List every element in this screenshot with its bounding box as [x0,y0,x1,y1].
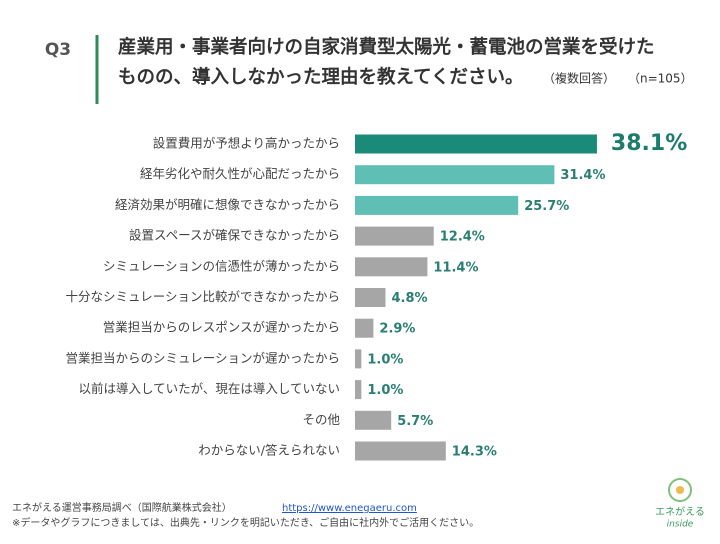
category-label: 経済効果が明確に想像できなかったから [115,197,340,212]
value-label: 4.8% [391,291,427,306]
value-label: 1.0% [367,352,403,367]
logo-icon [676,486,684,494]
logo-tag: inside [667,520,694,530]
footer-note: ※データやグラフにつきましては、出典先・リンクを明記いただき、ご自由に社内外でご… [12,516,479,529]
bar [355,318,374,338]
category-label: 十分なシミュレーション比較ができなかったから [65,289,340,304]
bar [355,195,519,215]
value-label: 11.4% [433,260,478,275]
footer-link[interactable]: https://www.enegaeru.com [282,503,417,514]
value-label: 1.0% [367,383,403,398]
value-label: 38.1% [611,131,687,156]
bar [355,257,428,277]
category-label: シミュレーションの信憑性が薄かったから [103,258,340,273]
bar [355,134,597,154]
category-label: わからない/答えられない [198,443,340,458]
bar [355,349,362,369]
category-label: 経年劣化や耐久性が心配だったから [140,166,340,181]
value-label: 31.4% [560,168,605,183]
footer-source: エネがえる運営事務局調べ（国際航業株式会社） [12,501,232,514]
category-label: 以前は導入していたが、現在は導入していない [78,381,340,396]
logo-icon [668,478,692,502]
bar [355,410,392,430]
category-label: 営業担当からのレスポンスが遅かったから [103,320,340,335]
chart-title: 産業用・事業者向けの自家消費型太陽光・蓄電池の営業を受けた [118,36,655,58]
bar [355,288,386,307]
value-label: 25.7% [524,199,569,214]
chart-title: ものの、導入しなかった理由を教えてください。 [118,66,524,88]
category-label: 営業担当からのシミュレーションが遅かったから [65,350,340,365]
category-label: 設置費用が予想より高かったから [153,136,340,151]
value-label: 14.3% [452,445,497,460]
question-label: Q3 [45,40,71,60]
bar [355,441,446,461]
category-label: その他 [302,412,340,427]
chart-subtitle: （n=105） [628,72,693,86]
value-label: 12.4% [440,230,485,245]
value-label: 2.9% [379,322,415,337]
category-label: 設置スペースが確保できなかったから [129,228,340,243]
bar [355,165,555,185]
logo-name: エネがえる [655,505,705,518]
value-label: 5.7% [397,414,433,429]
bar [355,380,362,400]
chart-subtitle: （複数回答） [543,71,615,86]
bar [355,226,434,246]
